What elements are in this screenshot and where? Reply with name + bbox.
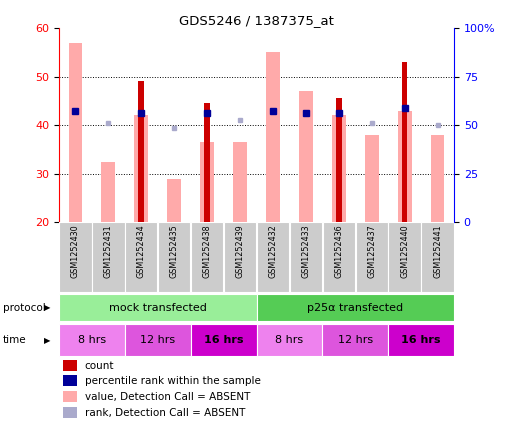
Bar [430,135,444,222]
Text: value, Detection Call = ABSENT: value, Detection Call = ABSENT [85,392,250,402]
Bar [290,222,322,292]
Text: GSM1252441: GSM1252441 [433,225,442,278]
Text: protocol: protocol [3,302,45,313]
Bar [92,222,125,292]
Text: 8 hrs: 8 hrs [78,335,106,345]
Text: mock transfected: mock transfected [109,302,207,313]
Text: p25α transfected: p25α transfected [307,302,403,313]
Text: ▶: ▶ [45,303,51,312]
Text: GSM1252437: GSM1252437 [367,225,376,278]
Bar [125,324,191,356]
Bar [398,110,411,222]
Text: 12 hrs: 12 hrs [338,335,373,345]
Bar [266,52,280,222]
Bar [63,360,77,371]
Text: GSM1252435: GSM1252435 [170,225,179,278]
Bar [256,324,322,356]
Bar [224,222,256,292]
Bar [60,222,92,292]
Bar [365,135,379,222]
Bar [200,142,214,222]
Bar [204,103,210,222]
Bar [388,324,454,356]
Text: rank, Detection Call = ABSENT: rank, Detection Call = ABSENT [85,407,245,418]
Bar [167,179,181,222]
Bar [421,222,453,292]
Text: GSM1252430: GSM1252430 [71,225,80,278]
Text: 8 hrs: 8 hrs [275,335,304,345]
Bar [336,99,342,222]
Text: GSM1252433: GSM1252433 [301,225,310,278]
Bar [69,42,83,222]
Bar [356,222,388,292]
Bar [332,115,346,222]
Bar [402,62,407,222]
Bar [63,391,77,402]
Text: GSM1252431: GSM1252431 [104,225,113,278]
Bar [158,222,190,292]
Bar [233,142,247,222]
Text: 16 hrs: 16 hrs [401,335,441,345]
Text: GSM1252440: GSM1252440 [400,225,409,278]
Bar [256,294,454,321]
Text: GSM1252434: GSM1252434 [137,225,146,278]
Text: time: time [3,335,26,345]
Text: 12 hrs: 12 hrs [140,335,175,345]
Text: 16 hrs: 16 hrs [204,335,243,345]
Bar [299,91,313,222]
Text: count: count [85,361,114,371]
Bar [63,375,77,386]
Bar [191,324,256,356]
Bar [388,222,421,292]
Bar [102,162,115,222]
Bar [323,222,355,292]
Text: GSM1252436: GSM1252436 [334,225,343,278]
Bar [63,407,77,418]
Bar [257,222,289,292]
Text: GSM1252438: GSM1252438 [203,225,212,278]
Bar [191,222,223,292]
Bar [322,324,388,356]
Bar [139,81,144,222]
Bar [59,324,125,356]
Bar [125,222,157,292]
Title: GDS5246 / 1387375_at: GDS5246 / 1387375_at [179,14,334,27]
Bar [59,294,256,321]
Text: percentile rank within the sample: percentile rank within the sample [85,376,261,386]
Text: ▶: ▶ [45,335,51,345]
Bar [134,115,148,222]
Text: GSM1252439: GSM1252439 [235,225,245,278]
Text: GSM1252432: GSM1252432 [268,225,278,278]
